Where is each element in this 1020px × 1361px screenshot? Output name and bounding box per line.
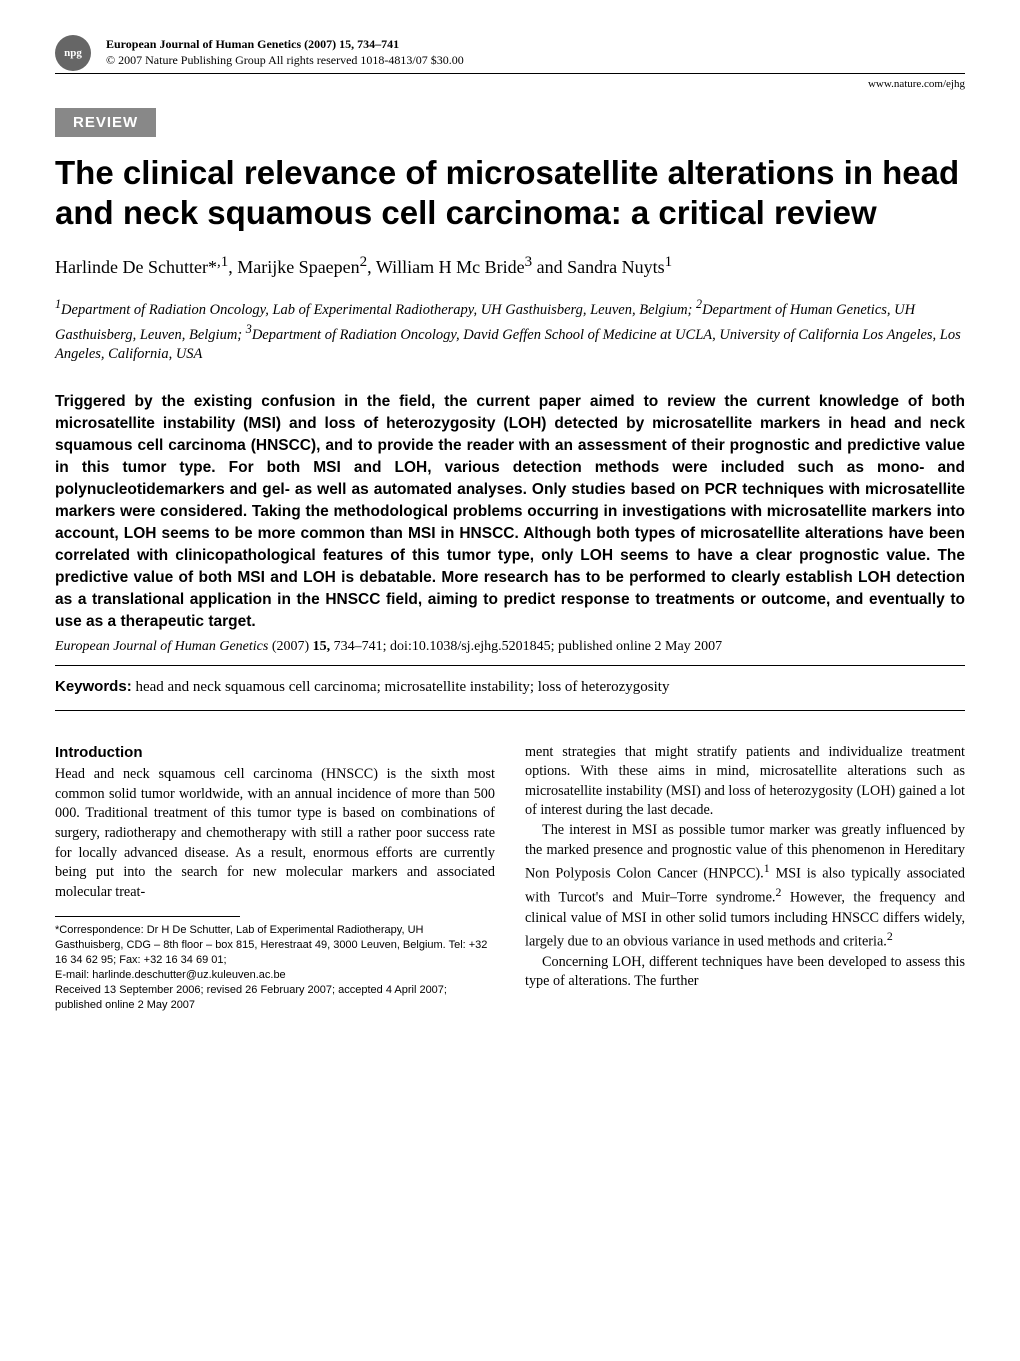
author-4-sup: 1	[665, 254, 673, 270]
right-column: ment strategies that might stratify pati…	[525, 743, 965, 1013]
author-1-sup: ,1	[217, 254, 228, 270]
article-type-badge: REVIEW	[55, 108, 156, 137]
abstract-divider	[55, 665, 965, 666]
citation-line: European Journal of Human Genetics (2007…	[55, 639, 965, 655]
affiliations: 1Department of Radiation Oncology, Lab o…	[55, 296, 965, 364]
copyright-text: © 2007 Nature Publishing Group All right…	[106, 53, 464, 69]
article-dates: Received 13 September 2006; revised 26 F…	[55, 983, 495, 1013]
citation-pages: 734–741; doi:10.1038/sj.ejhg.5201845; pu…	[330, 639, 722, 654]
header-divider	[55, 73, 965, 74]
author-list: Harlinde De Schutter*,1, Marijke Spaepen…	[55, 254, 965, 278]
paper-title: The clinical relevance of microsatellite…	[55, 153, 965, 232]
abstract-text: Triggered by the existing confusion in t…	[55, 391, 965, 633]
keywords-line: Keywords: head and neck squamous cell ca…	[55, 678, 965, 696]
citation-year: (2007)	[268, 639, 312, 654]
keywords-label: Keywords:	[55, 678, 132, 695]
author-4: and Sandra Nuyts	[532, 257, 664, 277]
introduction-heading: Introduction	[55, 743, 495, 764]
intro-paragraph-2: The interest in MSI as possible tumor ma…	[525, 821, 965, 953]
correspondence-footnote: *Correspondence: Dr H De Schutter, Lab o…	[55, 923, 495, 1012]
author-2: , Marijke Spaepen	[228, 257, 359, 277]
journal-info: European Journal of Human Genetics (2007…	[106, 37, 464, 68]
left-column: Introduction Head and neck squamous cell…	[55, 743, 495, 1013]
keywords-text: head and neck squamous cell carcinoma; m…	[132, 679, 670, 695]
journal-reference: European Journal of Human Genetics (2007…	[106, 37, 464, 53]
journal-url: www.nature.com/ejhg	[55, 78, 965, 90]
journal-header: npg European Journal of Human Genetics (…	[55, 35, 965, 71]
correspondence-address: *Correspondence: Dr H De Schutter, Lab o…	[55, 923, 495, 968]
intro-paragraph-1: Head and neck squamous cell carcinoma (H…	[55, 765, 495, 902]
keywords-divider	[55, 710, 965, 711]
citation-journal: European Journal of Human Genetics	[55, 639, 268, 654]
intro-paragraph-1-cont: ment strategies that might stratify pati…	[525, 743, 965, 821]
intro-paragraph-3: Concerning LOH, different techniques hav…	[525, 953, 965, 992]
citation-volume: 15,	[313, 639, 331, 654]
author-3-sup: 3	[525, 254, 533, 270]
npg-logo-icon: npg	[55, 35, 91, 71]
affil-1: Department of Radiation Oncology, Lab of…	[61, 302, 696, 318]
author-3: , William H Mc Bride	[367, 257, 524, 277]
ref-2b: 2	[887, 929, 893, 943]
correspondence-email: E-mail: harlinde.deschutter@uz.kuleuven.…	[55, 968, 495, 983]
footnote-separator	[55, 916, 240, 917]
author-1: Harlinde De Schutter*	[55, 257, 217, 277]
body-columns: Introduction Head and neck squamous cell…	[55, 743, 965, 1013]
